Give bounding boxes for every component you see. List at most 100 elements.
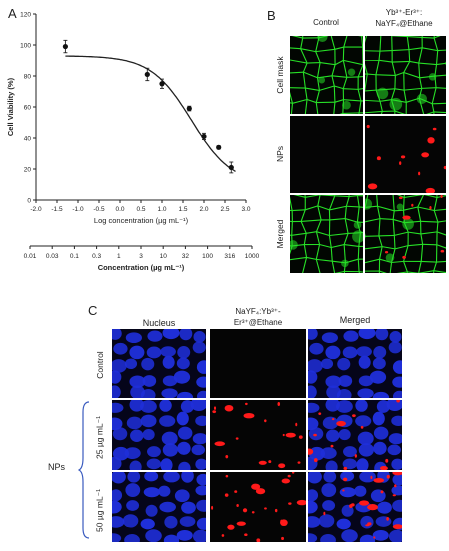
- membrane-edge: [394, 210, 403, 211]
- c-col-np-line2: Er³⁺@Ethane: [210, 318, 306, 328]
- nanoparticle: [234, 490, 237, 493]
- nanoparticle: [288, 502, 291, 504]
- nanoparticle: [243, 413, 254, 418]
- y-tick-label: 20: [24, 167, 32, 174]
- data-point: [201, 134, 206, 139]
- nanoparticle: [259, 461, 267, 465]
- nucleus: [356, 346, 372, 357]
- c-group-brace: [78, 400, 92, 540]
- nucleus: [389, 331, 401, 343]
- nucleus: [113, 343, 127, 355]
- nucleus: [174, 371, 190, 384]
- b-nps-control: [290, 116, 363, 193]
- nanoparticle: [342, 489, 344, 491]
- nanoparticle: [399, 161, 401, 165]
- x-tick-label: 1.5: [178, 206, 187, 213]
- x-tick-label: 0.5: [136, 206, 145, 213]
- b-merged-np: [365, 195, 446, 273]
- nucleus: [129, 346, 144, 360]
- b-row-nps: NPs: [275, 129, 285, 179]
- membrane-blob: [342, 101, 351, 110]
- nucleus: [309, 343, 323, 355]
- membrane-blob: [348, 69, 355, 76]
- nucleus: [160, 346, 176, 357]
- nucleus: [125, 483, 140, 497]
- nanoparticle: [387, 475, 390, 479]
- membrane-edge: [292, 222, 293, 236]
- nucleus: [113, 427, 128, 440]
- c-np-50: [210, 472, 306, 542]
- nanoparticle: [286, 433, 296, 438]
- nanoparticle: [426, 188, 435, 193]
- nucleus: [376, 516, 392, 527]
- nucleus: [371, 489, 386, 502]
- y-tick-label: 80: [24, 74, 32, 81]
- nanoparticle: [282, 479, 290, 484]
- membrane-blob: [397, 203, 404, 210]
- b-cellmask-control: [290, 36, 363, 114]
- x-tick-label: 2.5: [220, 206, 229, 213]
- b-row-merged: Merged: [275, 209, 285, 259]
- membrane-blob: [390, 98, 403, 111]
- nucleus: [389, 341, 402, 353]
- nucleus: [321, 483, 336, 497]
- nanoparticle: [297, 500, 306, 505]
- c-nucleus-control: [112, 329, 206, 398]
- nanoparticle: [226, 475, 229, 478]
- secondary-tick-label: 10: [160, 253, 168, 260]
- x-tick-label: -1.5: [51, 206, 63, 213]
- nanoparticle: [251, 484, 260, 490]
- membrane-edge: [394, 235, 395, 248]
- nucleus: [326, 429, 339, 442]
- nucleus: [336, 400, 353, 413]
- nanoparticle: [225, 455, 228, 458]
- nanoparticle: [292, 472, 295, 474]
- membrane-edge: [358, 246, 359, 259]
- membrane-blob: [417, 94, 427, 104]
- nanoparticle: [323, 512, 325, 516]
- nanoparticle: [318, 412, 321, 415]
- b-col-np-line2: NaYF₄@Ethane: [362, 19, 446, 29]
- x-tick-label: 3.0: [241, 206, 250, 213]
- nucleus: [309, 427, 324, 440]
- c-merged-50: [308, 472, 402, 542]
- fit-curve: [65, 56, 235, 171]
- membrane-edge: [343, 89, 358, 90]
- membrane-edge: [367, 74, 376, 75]
- nanoparticle: [256, 538, 260, 542]
- nanoparticle: [278, 463, 285, 468]
- nanoparticle: [393, 494, 396, 496]
- data-point: [216, 145, 221, 150]
- nucleus: [141, 519, 155, 530]
- membrane-blob: [341, 260, 349, 268]
- data-point: [63, 44, 68, 49]
- nucleus: [321, 447, 337, 459]
- nanoparticle: [441, 250, 445, 253]
- secondary-tick-label: 0.01: [24, 253, 37, 260]
- secondary-tick-label: 0.3: [92, 253, 101, 260]
- nanoparticle: [243, 508, 247, 512]
- c-col-nucleus: Nucleus: [112, 318, 206, 328]
- x-tick-label: -0.5: [93, 206, 105, 213]
- nanoparticle: [367, 125, 370, 128]
- nucleus: [340, 487, 356, 497]
- nanoparticle: [264, 507, 267, 509]
- nanoparticle: [381, 490, 384, 493]
- y-tick-label: 60: [24, 105, 32, 112]
- nucleus: [322, 500, 335, 511]
- nucleus: [147, 446, 161, 457]
- membrane-edge: [422, 37, 434, 38]
- nucleus: [354, 486, 366, 497]
- data-point: [187, 106, 192, 111]
- nucleus: [125, 358, 137, 369]
- nucleus: [178, 427, 192, 440]
- c-row-25: 25 µg mL⁻¹: [95, 398, 106, 478]
- nucleus: [341, 529, 358, 542]
- nucleus: [357, 388, 373, 398]
- membrane-blob: [377, 88, 389, 100]
- c-np-control: [210, 329, 306, 398]
- nanoparticle: [402, 256, 406, 259]
- nucleus: [323, 417, 339, 430]
- membrane-edge: [392, 61, 410, 62]
